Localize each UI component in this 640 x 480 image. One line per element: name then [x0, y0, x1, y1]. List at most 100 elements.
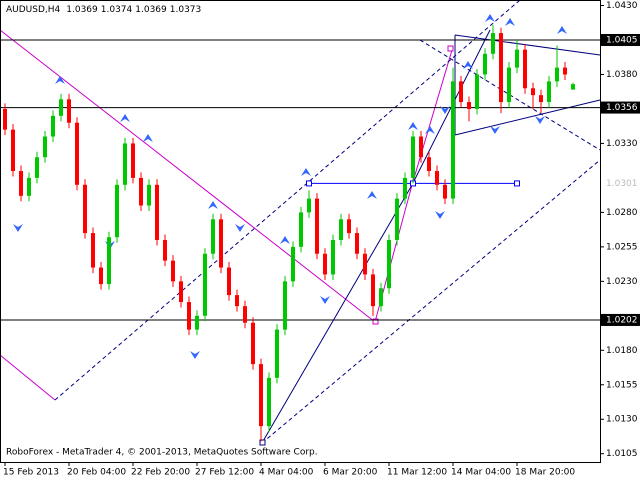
level-label: 1.0202	[606, 315, 638, 325]
wave-point	[259, 439, 266, 446]
wave-arrow	[320, 296, 330, 304]
candle-body	[171, 260, 175, 282]
candle-body	[227, 267, 231, 296]
candle-body	[203, 253, 207, 316]
wave-arrow	[367, 191, 377, 199]
candle-body	[299, 212, 303, 247]
candle-body	[323, 253, 327, 275]
trend-line	[0, 354, 56, 401]
wave-arrow	[408, 122, 418, 130]
candle-body	[523, 49, 527, 89]
low: 1.0369	[135, 5, 167, 15]
candle-body	[99, 267, 103, 285]
y-tick-label: 1.0430	[606, 1, 638, 11]
candle-body	[531, 88, 535, 96]
candle-body	[211, 219, 215, 254]
candle-body	[483, 53, 487, 75]
candle-body	[83, 184, 87, 234]
y-tick-label: 1.0230	[606, 277, 638, 287]
triangle-line	[454, 34, 601, 56]
candle-body	[91, 233, 95, 268]
wave-arrow	[505, 18, 515, 26]
channel-line	[261, 159, 601, 444]
candle-body	[219, 219, 223, 268]
candle-body	[443, 184, 447, 199]
wave-arrow	[485, 14, 495, 22]
candle-body	[75, 122, 79, 185]
x-tick-label: 4 Mar 04:00	[259, 468, 314, 478]
candle-body	[147, 184, 151, 206]
candle-body	[243, 306, 247, 323]
candle-body	[363, 253, 367, 275]
level-label-box	[601, 101, 640, 114]
wave-point	[447, 45, 454, 52]
candle-body	[435, 171, 439, 185]
candle-body	[235, 295, 239, 307]
level-label-box	[601, 313, 640, 326]
wave-arrow	[143, 134, 153, 142]
level-label: 1.0301	[606, 179, 638, 189]
wave-arrow	[13, 224, 23, 232]
candle-body	[155, 184, 159, 240]
y-tick-label: 1.0330	[606, 139, 638, 149]
candle-body	[19, 171, 23, 196]
candle-body	[115, 184, 119, 238]
symbol: AUDUSD,H4	[6, 5, 61, 15]
y-tick-label: 1.0155	[606, 380, 638, 390]
candle-body	[27, 177, 31, 196]
wave-arrow	[425, 126, 435, 134]
y-tick-label: 1.0255	[606, 242, 638, 252]
level-anchor	[306, 180, 312, 187]
candle-body	[123, 143, 127, 185]
candle-body	[35, 157, 39, 178]
x-tick-label: 11 Mar 12:00	[387, 468, 447, 478]
candle-body	[3, 108, 7, 130]
level-anchor	[514, 180, 520, 187]
candle-body	[11, 129, 15, 172]
candle-body	[179, 281, 183, 303]
candle-body	[475, 74, 479, 109]
candle-body	[515, 49, 519, 68]
y-tick-label: 1.0380	[606, 70, 638, 80]
candle-body	[195, 315, 199, 330]
x-tick-label: 27 Feb 12:00	[195, 468, 254, 478]
wave-arrow	[280, 236, 290, 244]
candle-body	[51, 115, 55, 137]
candle-body	[267, 377, 271, 427]
candle-body	[507, 67, 511, 103]
chart-title: AUDUSD,H4 1.0369 1.0374 1.0369 1.0373	[6, 5, 201, 15]
candle-body	[419, 136, 423, 158]
candle-body	[307, 198, 311, 213]
trend-line	[0, 29, 376, 323]
candle-body	[491, 33, 495, 54]
candle-body	[139, 177, 143, 206]
wave-arrow	[440, 106, 450, 114]
candle-body	[571, 84, 575, 90]
y-tick-label: 1.0280	[606, 208, 638, 218]
wave-arrow	[55, 76, 65, 84]
wave-arrow	[120, 114, 130, 122]
candle-body	[547, 81, 551, 103]
candle-body	[339, 219, 343, 240]
candle-body	[411, 136, 415, 178]
level-label-box	[601, 33, 640, 46]
wave-arrow	[190, 351, 200, 359]
candle-body	[131, 143, 135, 178]
annotation: RoboForex - MetaTrader 4, © 2001-2013, M…	[6, 448, 318, 458]
wave-arrow	[435, 211, 445, 219]
open: 1.0369	[66, 5, 98, 15]
candle-body	[315, 198, 319, 254]
candle-body	[107, 237, 111, 285]
x-tick-label: 18 Mar 20:00	[515, 468, 575, 478]
high: 1.0374	[101, 5, 133, 15]
wave-point	[372, 318, 379, 325]
candle-body	[275, 329, 279, 378]
x-tick-label: 15 Feb 2013	[3, 468, 59, 478]
level-label: 1.0356	[606, 103, 638, 113]
candle-body	[459, 81, 463, 103]
close: 1.0373	[170, 5, 202, 15]
wave-arrow	[301, 168, 311, 176]
candle-body	[451, 81, 455, 199]
